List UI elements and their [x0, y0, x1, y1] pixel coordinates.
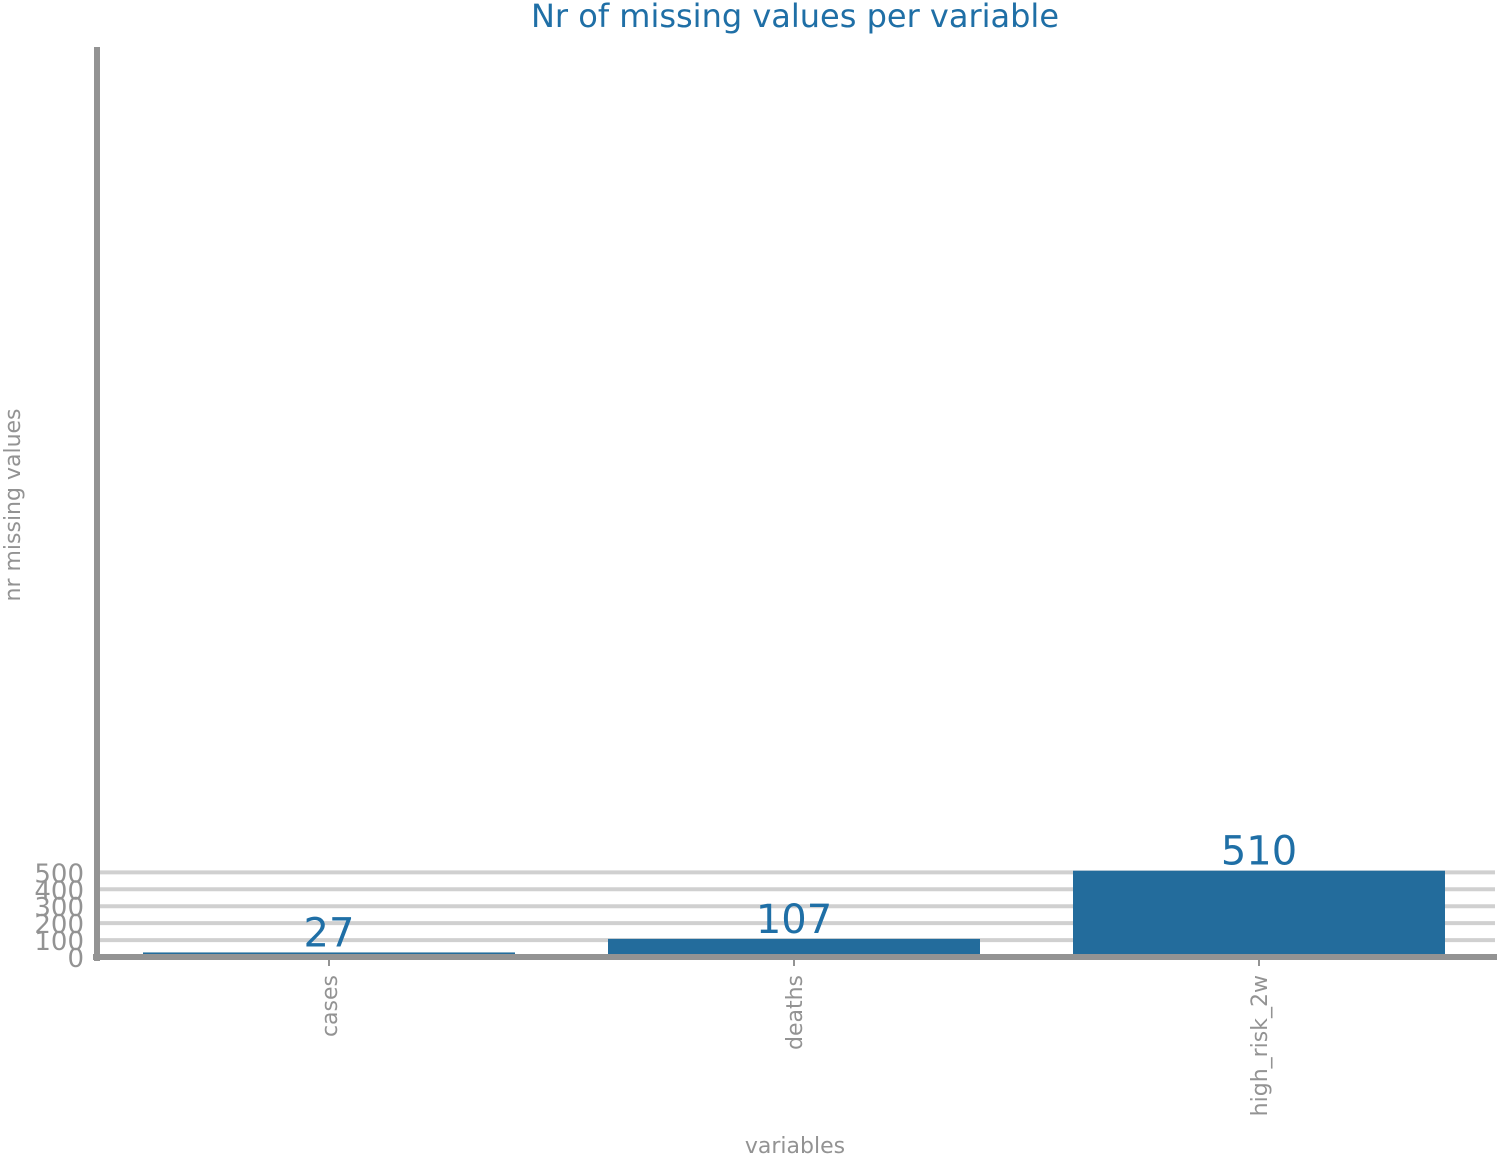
y-tick-label-500: 500: [34, 859, 84, 889]
data-label-deaths: 107: [756, 897, 832, 943]
y-tick-label-200: 200: [34, 910, 84, 940]
y-tick-label-100: 100: [34, 927, 84, 957]
x-tick-labels: cases deaths high_risk_2w: [318, 959, 1273, 1116]
x-axis-label: variables: [745, 1134, 845, 1155]
bar-deaths: [608, 938, 980, 957]
x-tick-label-high_risk_2w: high_risk_2w: [1248, 975, 1273, 1116]
chart-title: Nr of missing values per variable: [531, 0, 1059, 35]
data-label-cases: 27: [304, 910, 355, 956]
y-tick-label-300: 300: [34, 893, 84, 923]
y-tick-label-0: 0: [67, 944, 84, 974]
y-axis-label: nr missing values: [1, 408, 26, 601]
bar-high_risk_2w: [1073, 870, 1445, 957]
axes: [93, 47, 1497, 961]
x-tick-label-deaths: deaths: [783, 975, 808, 1050]
data-label-high_risk_2w: 510: [1221, 829, 1297, 875]
y-tick-label-400: 400: [34, 876, 84, 906]
x-tick-label-cases: cases: [318, 975, 343, 1037]
data-labels: 27 107 510: [304, 829, 1298, 957]
